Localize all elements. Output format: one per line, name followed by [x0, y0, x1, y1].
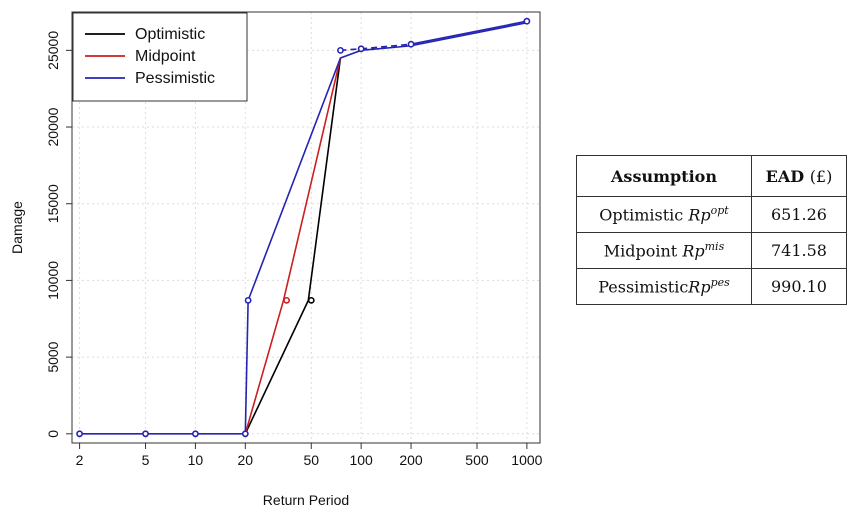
- legend-box: [72, 12, 248, 102]
- header-ead-label: EAD: [765, 166, 805, 186]
- legend-label: Midpoint: [135, 48, 196, 65]
- row-assumption-cell: PessimisticRppes: [576, 268, 752, 305]
- legend-label: Pessimistic: [135, 70, 215, 87]
- row-superscript: mis: [704, 240, 725, 254]
- row-symbol: Rp: [688, 277, 711, 297]
- row-value: 741.58: [751, 232, 847, 269]
- header-ead: EAD (£): [751, 155, 847, 197]
- y-tick-label: 15000: [45, 184, 61, 223]
- header-ead-unit: (£): [809, 166, 833, 186]
- row-value: 990.10: [751, 268, 847, 305]
- data-point: [244, 296, 252, 304]
- data-point: [142, 430, 149, 438]
- x-tick-label: 50: [303, 452, 319, 468]
- y-axis-label: Damage: [9, 201, 25, 254]
- legend-label: Optimistic: [135, 26, 205, 43]
- x-tick-label: 500: [465, 452, 489, 468]
- data-point: [307, 296, 315, 304]
- x-tick-label: 20: [238, 452, 254, 468]
- data-point: [283, 296, 291, 304]
- row-symbol: Rp: [682, 241, 705, 261]
- row-label: Midpoint: [603, 241, 678, 261]
- data-point: [337, 46, 344, 54]
- row-superscript: pes: [710, 276, 730, 290]
- x-axis-label: Return Period: [263, 492, 349, 508]
- x-tick-label: 200: [399, 452, 423, 468]
- row-value: 651.26: [751, 196, 847, 233]
- x-tick-label: 2: [76, 452, 84, 468]
- row-label: Pessimistic: [598, 277, 689, 297]
- table-row: PessimisticRppes 990.10: [576, 268, 847, 305]
- y-tick-label: 10000: [45, 261, 61, 300]
- data-point: [357, 45, 365, 53]
- x-tick-label: 100: [349, 452, 373, 468]
- data-point: [407, 40, 415, 48]
- data-point: [76, 430, 83, 438]
- header-assumption: Assumption: [576, 155, 752, 197]
- x-tick-label: 1000: [511, 452, 542, 468]
- x-tick-label: 10: [188, 452, 204, 468]
- tail-segment: [410, 20, 528, 45]
- ead-table: Assumption EAD (£) Optimistic Rpopt 651.…: [576, 155, 847, 305]
- series-line-optimistic: [244, 57, 342, 435]
- data-point: [241, 430, 249, 438]
- y-tick-label: 20000: [45, 107, 61, 146]
- tail-segment: [361, 43, 412, 50]
- tail-segment: [340, 48, 362, 52]
- plot-frame: [71, 11, 541, 444]
- row-superscript: opt: [710, 204, 729, 218]
- row-assumption-cell: Optimistic Rpopt: [576, 196, 752, 233]
- y-tick-label: 0: [45, 430, 61, 438]
- data-point: [523, 17, 531, 25]
- table-header-row: Assumption EAD (£): [576, 155, 847, 197]
- y-tick-label: 5000: [45, 341, 61, 372]
- row-label: Optimistic: [599, 205, 684, 225]
- series-line-midpoint: [244, 57, 342, 435]
- data-point: [192, 430, 199, 438]
- damage-chart: 2 5 10 20 50 100 200 500 10000500010000150002000…: [9, 11, 543, 508]
- row-assumption-cell: Midpoint Rpmis: [576, 232, 752, 269]
- x-tick-label: 5: [142, 452, 150, 468]
- table-row: Optimistic Rpopt 651.26: [576, 196, 847, 233]
- table-row: Midpoint Rpmis 741.58: [576, 232, 847, 269]
- row-symbol: Rp: [688, 205, 711, 225]
- y-tick-label: 25000: [45, 31, 61, 70]
